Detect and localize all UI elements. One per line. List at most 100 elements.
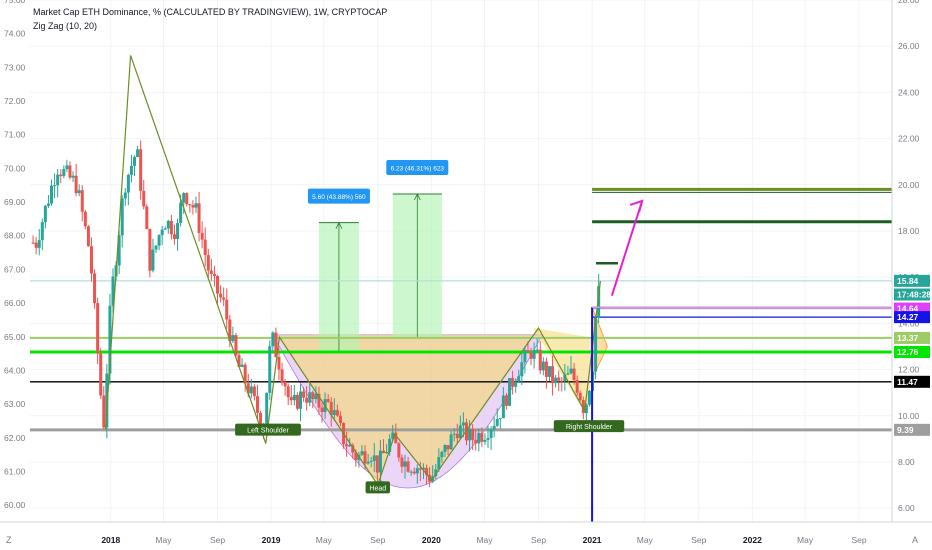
measure-label-box-2	[386, 160, 449, 176]
candle-body	[228, 319, 232, 342]
candle-body	[547, 366, 551, 377]
candle-body	[372, 455, 376, 461]
right-tick-label: 10.00	[898, 411, 920, 421]
candle-body	[299, 391, 303, 409]
candle-body	[166, 220, 170, 229]
x-tick-label: Sep	[210, 535, 225, 545]
candle-body	[145, 206, 149, 229]
candle-body	[418, 468, 422, 470]
x-tick-label: May	[637, 535, 654, 545]
left-tick-label: 68.00	[4, 231, 26, 241]
grid	[30, 0, 892, 522]
price-label-text: 15.84	[897, 276, 919, 286]
candle-body	[160, 229, 164, 236]
candle-body	[495, 418, 499, 426]
candle-body	[200, 232, 204, 240]
candle-body	[335, 410, 339, 416]
candle-body	[197, 203, 201, 233]
candle-body	[471, 428, 475, 440]
candle-body	[225, 299, 229, 320]
price-label-text: 12.76	[897, 347, 919, 357]
candle-body	[56, 174, 60, 186]
price-label-box	[894, 288, 930, 301]
candle-body	[584, 404, 588, 414]
candle-body	[520, 362, 524, 377]
candle-body	[443, 445, 447, 452]
candle-body	[415, 468, 419, 474]
right-tick-label: 24.00	[898, 87, 920, 97]
right-tick-label: 12.00	[898, 365, 920, 375]
candle-body	[554, 377, 558, 384]
candle-body	[96, 303, 100, 354]
candle-body	[489, 429, 493, 439]
left-tick-label: 67.00	[4, 264, 26, 274]
measure-arrow-head-2	[413, 193, 421, 201]
pattern-annotations: Left Shoulder Head Right Shoulder	[235, 420, 625, 494]
left-tick-label: 65.00	[4, 332, 26, 342]
head-shoulders-inner-fill	[279, 328, 539, 485]
x-tick-label: May	[476, 535, 493, 545]
measure-arrow-head-1	[335, 221, 343, 229]
candle-body	[514, 381, 518, 387]
candle-body	[136, 149, 140, 157]
candle-body	[89, 246, 93, 274]
candle-body	[59, 174, 63, 177]
candle-body	[80, 190, 84, 212]
right-tick-label: 20.00	[898, 180, 920, 190]
candle-body	[403, 461, 407, 467]
candle-body	[292, 394, 296, 401]
candle-body	[148, 228, 152, 271]
candle-body	[305, 397, 309, 403]
price-label-box	[894, 423, 930, 436]
x-tick-label: May	[155, 535, 172, 545]
left-tick-label: 66.00	[4, 298, 26, 308]
candle-body	[157, 235, 161, 246]
measurements: 5.60 (43.88%) 560 6.23 (46.31%) 623	[307, 160, 449, 353]
candle-body	[231, 335, 235, 342]
candle-body	[563, 374, 567, 382]
candle-body	[449, 434, 453, 450]
left-tick-label: 74.00	[4, 29, 26, 39]
candle-body	[65, 165, 69, 170]
candle-body	[163, 228, 167, 230]
candle-body	[252, 386, 256, 397]
candle-body	[535, 349, 539, 351]
x-tick-label: 2021	[583, 535, 602, 545]
candle-body	[31, 242, 35, 244]
candle-body	[348, 445, 352, 447]
candle-body	[332, 410, 336, 416]
x-tick-label: Sep	[531, 535, 546, 545]
x-tick-label: Sep	[370, 535, 385, 545]
candle-body	[188, 204, 192, 206]
candle-body	[83, 211, 87, 227]
candle-body	[126, 174, 130, 193]
measure-label-box-1	[307, 188, 370, 204]
candle-body	[529, 351, 533, 359]
candle-body	[311, 392, 315, 400]
candle-body	[366, 461, 370, 464]
annotation-label-2: Head	[369, 485, 386, 492]
candle-body	[526, 350, 530, 352]
candle-body	[597, 286, 601, 319]
candle-body	[391, 432, 395, 439]
corner-right-label[interactable]: A	[912, 535, 918, 545]
candle-body	[388, 438, 392, 453]
candle-body	[440, 451, 444, 458]
indicator-label[interactable]: Zig Zag (10, 20)	[33, 21, 98, 31]
price-label-text: 14.64	[897, 304, 919, 314]
candle-body	[474, 439, 478, 444]
candle-body	[581, 399, 585, 414]
right-tick-label: 18.00	[898, 226, 920, 236]
corner-left-label[interactable]: Z	[6, 535, 12, 545]
candle-body	[151, 249, 155, 271]
candle-body	[532, 349, 536, 359]
candle-body	[283, 381, 287, 387]
candle-body	[234, 335, 238, 356]
candle-body	[381, 450, 385, 454]
x-tick-label: May	[316, 535, 333, 545]
candle-body	[523, 350, 527, 363]
right-tick-label: 6.00	[898, 503, 915, 513]
